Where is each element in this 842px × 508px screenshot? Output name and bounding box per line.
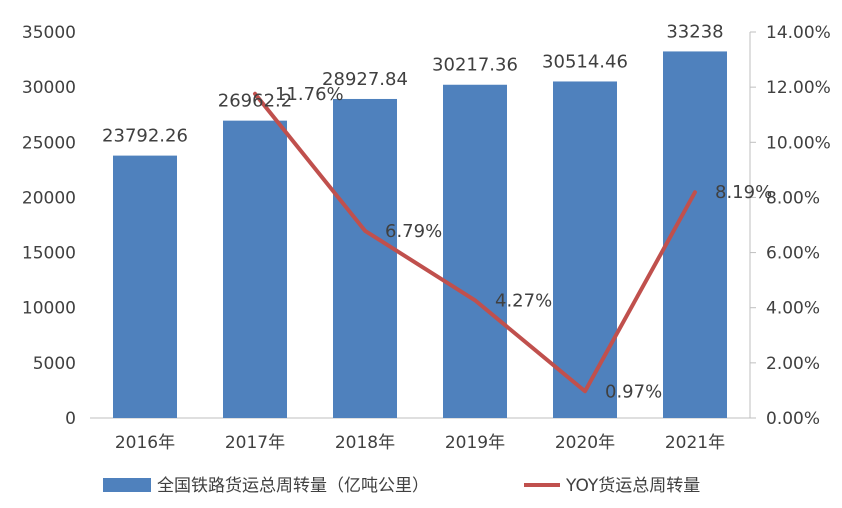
x-tick-label: 2021年 xyxy=(665,433,725,453)
x-tick-label: 2020年 xyxy=(555,433,615,453)
y-left-tick-label: 35000 xyxy=(22,23,76,43)
bar xyxy=(113,155,177,419)
bar xyxy=(443,84,507,418)
bar-data-label: 28927.84 xyxy=(322,69,408,90)
legend: 全国铁路货运总周转量（亿吨公里） YOY货运总周转量 xyxy=(103,476,700,496)
y-right-tick-label: 10.00% xyxy=(766,133,831,153)
line-data-label: 8.19% xyxy=(715,182,772,203)
bar xyxy=(223,120,287,419)
y-right-tick-label: 12.00% xyxy=(766,78,831,98)
bar-data-labels: 23792.26 26962.2 28927.84 30217.36 30514.46 3… xyxy=(102,21,724,146)
y-left-tick-label: 15000 xyxy=(22,244,76,264)
y-right-tick-label: 4.00% xyxy=(766,299,820,319)
y-right-tick-label: 14.00% xyxy=(766,23,831,43)
line-data-label: 11.76% xyxy=(275,84,344,105)
x-tick-label: 2019年 xyxy=(445,433,505,453)
y-right-tick-label: 2.00% xyxy=(766,354,820,374)
bar-series xyxy=(113,51,727,419)
y-left-tick-label: 20000 xyxy=(22,188,76,208)
y-right-tick-label: 0.00% xyxy=(766,409,820,429)
y-left-tick-label: 30000 xyxy=(22,78,76,98)
y-left-tick-label: 0 xyxy=(65,409,76,429)
bar xyxy=(553,81,617,418)
x-tick-label: 2016年 xyxy=(115,433,175,453)
y-left-tick-label: 10000 xyxy=(22,299,76,319)
bar-data-label: 26962.2 xyxy=(218,91,292,112)
bar-data-label: 23792.26 xyxy=(102,126,188,147)
x-tick-label: 2018年 xyxy=(335,433,395,453)
y-left-tick-label: 5000 xyxy=(33,354,76,374)
legend-label-bar: 全国铁路货运总周转量（亿吨公里） xyxy=(157,476,429,496)
line-data-labels: 11.76% 6.79% 4.27% 0.97% 8.19% xyxy=(275,84,772,402)
yoy-line xyxy=(253,91,697,394)
line-series xyxy=(253,91,697,394)
x-tick-label: 2017年 xyxy=(225,433,285,453)
bar-data-label: 30514.46 xyxy=(542,51,628,72)
line-data-label: 0.97% xyxy=(605,381,662,402)
y-left-tick-label: 25000 xyxy=(22,133,76,153)
y-right-tick-label: 6.00% xyxy=(766,244,820,264)
y-right-tick-label: 8.00% xyxy=(766,188,820,208)
line-data-label: 4.27% xyxy=(495,290,552,311)
legend-label-line: YOY货运总周转量 xyxy=(565,476,700,496)
bar-data-label: 30217.36 xyxy=(432,55,518,76)
bar xyxy=(333,98,397,418)
axes: 0 5000 10000 15000 20000 25000 30000 35000 0.00%… xyxy=(22,23,831,453)
legend-swatch-bar xyxy=(103,478,151,492)
line-data-label: 6.79% xyxy=(385,221,442,242)
bar-data-label: 33238 xyxy=(666,21,723,42)
